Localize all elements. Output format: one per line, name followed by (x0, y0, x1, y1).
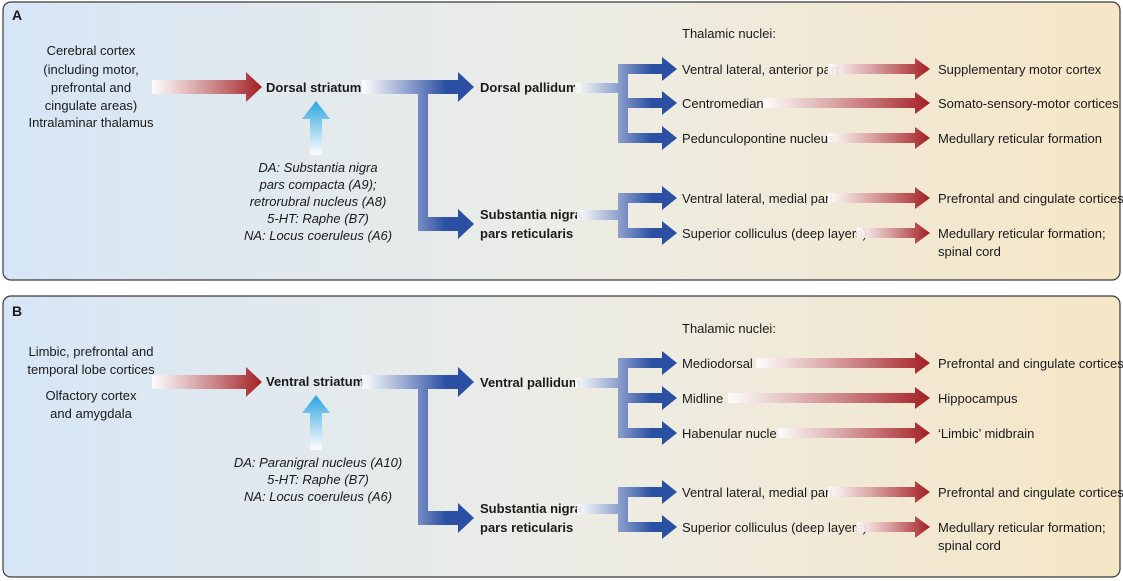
thalamic-nucleus: Superior colliculus (deep layers) (682, 520, 867, 535)
cortical-output: Prefrontal and cingulate cortices (938, 356, 1123, 371)
input-line: Olfactory cortex (45, 388, 137, 403)
snr-fanout-arrow (577, 480, 677, 539)
modulator-list: DA: Paranigral nucleus (A10) 5-HT: Raphe… (234, 455, 402, 504)
modulator-line: retrorubral nucleus (A8) (250, 194, 387, 209)
output-arrow-red (828, 481, 930, 503)
input-line: Cerebral cortex (47, 43, 136, 58)
cortical-output: Hippocampus (938, 391, 1018, 406)
ventral-striatum: Ventral striatum (266, 374, 364, 389)
input-arrow-red (152, 72, 262, 102)
input-line: Intralaminar thalamus (29, 115, 154, 130)
thalamic-nucleus: Mediodorsal (682, 356, 753, 371)
snr-line: Substantia nigra (480, 501, 583, 516)
input-line: cingulate areas) (45, 98, 138, 113)
dorsal-pallidum: Dorsal pallidum (480, 80, 578, 95)
output-arrow-red (857, 516, 930, 538)
snr-line: pars reticularis (480, 226, 573, 241)
output-arrow-red (828, 127, 930, 149)
pallidum-fanout-arrow (575, 57, 677, 150)
input-line: Limbic, prefrontal and (28, 344, 153, 359)
modulator-arrow-up (302, 101, 330, 155)
modulator-line: DA: Paranigral nucleus (A10) (234, 455, 402, 470)
panel-a-label: A (12, 7, 22, 23)
cortical-output: Prefrontal and cingulate cortices (938, 191, 1123, 206)
thalamic-nucleus: Pedunculopontine nucleus (682, 131, 835, 146)
thalamic-nucleus: Ventral lateral, anterior part (682, 62, 839, 77)
striatum-to-pallidum-arrow (362, 367, 474, 533)
modulator-line: 5-HT: Raphe (B7) (267, 211, 369, 226)
snr-line: Substantia nigra (480, 207, 583, 222)
ventral-pallidum: Ventral pallidum (480, 375, 580, 390)
cortical-output: Medullary reticular formation; (938, 226, 1106, 241)
cortical-output: Medullary reticular formation; (938, 520, 1106, 535)
thalamic-nucleus: Superior colliculus (deep layers) (682, 226, 867, 241)
pallidum-fanout-arrow (575, 351, 677, 445)
snr-fanout-arrow (577, 186, 677, 245)
output-arrow-red (828, 187, 930, 209)
modulator-line: DA: Substantia nigra (258, 160, 377, 175)
output-arrow-red (777, 422, 930, 444)
input-arrow-red (152, 367, 262, 397)
cortical-output: spinal cord (938, 538, 1001, 553)
thalamic-nucleus: Habenular nuclei (682, 426, 780, 441)
modulator-line: pars compacta (A9); (258, 177, 376, 192)
thalamic-nucleus: Midline (682, 391, 723, 406)
modulator-list: DA: Substantia nigra pars compacta (A9);… (244, 160, 392, 243)
thalamic-nucleus: Centromedian (682, 96, 764, 111)
modulator-arrow-up (302, 395, 330, 450)
thalamic-nucleus: Ventral lateral, medial part (682, 485, 833, 500)
cortical-output: Medullary reticular formation (938, 131, 1102, 146)
modulator-line: NA: Locus coeruleus (A6) (244, 489, 392, 504)
output-arrow-red (857, 222, 930, 244)
input-line: prefrontal and (51, 80, 131, 95)
thalamic-nuclei-heading: Thalamic nuclei: (682, 26, 776, 41)
output-arrow-red (756, 352, 930, 374)
output-arrow-red (763, 92, 930, 114)
thalamic-nucleus: Ventral lateral, medial part (682, 191, 833, 206)
cortical-output: ‘Limbic’ midbrain (938, 426, 1034, 441)
input-line: temporal lobe cortices (27, 362, 155, 377)
cortical-output: Somato-sensory-motor cortices (938, 96, 1119, 111)
output-arrow-red (728, 387, 930, 409)
output-arrow-red (828, 58, 930, 80)
input-line: and amygdala (50, 406, 132, 421)
cortical-output: Prefrontal and cingulate cortices (938, 485, 1123, 500)
striatum-to-pallidum-arrow (362, 72, 474, 239)
thalamic-nuclei-heading: Thalamic nuclei: (682, 321, 776, 336)
snr-line: pars reticularis (480, 520, 573, 535)
modulator-line: 5-HT: Raphe (B7) (267, 472, 369, 487)
limbic-inputs: Limbic, prefrontal and temporal lobe cor… (27, 344, 155, 421)
dorsal-striatum: Dorsal striatum (266, 80, 361, 95)
modulator-line: NA: Locus coeruleus (A6) (244, 228, 392, 243)
cortical-inputs: Cerebral cortex (including motor, prefro… (29, 43, 154, 130)
panel-b: B Limbic, prefrontal and temporal lobe c… (2, 295, 1123, 578)
panel-b-label: B (12, 303, 22, 319)
input-line: (including motor, (43, 62, 138, 77)
panel-a: A Cerebral cortex (including motor, pref… (2, 1, 1123, 281)
cortical-output: spinal cord (938, 244, 1001, 259)
cortical-output: Supplementary motor cortex (938, 62, 1102, 77)
